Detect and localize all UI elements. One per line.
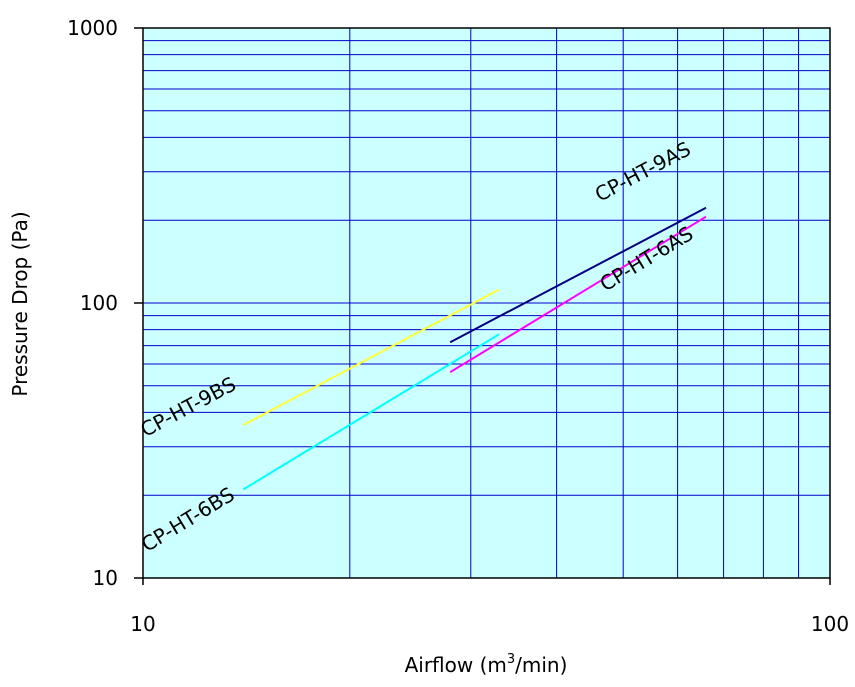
y-tick-label: 10: [93, 566, 118, 590]
series-line-cp-ht-9as: [449, 206, 707, 344]
x-axis-label: Airflow (m3/min): [405, 652, 568, 677]
series-line-cp-ht-9bs: [242, 288, 500, 426]
x-tick-labels: 10 100: [130, 578, 849, 636]
grid: [143, 28, 830, 579]
series-line-cp-ht-6as: [449, 215, 707, 374]
x-tick-label: 10: [130, 612, 155, 636]
y-tick-labels: 10 100 1000: [67, 16, 143, 590]
series-line-cp-ht-6bs: [242, 333, 500, 491]
x-tick-label: 100: [811, 612, 849, 636]
y-tick-label: 1000: [67, 16, 118, 40]
y-tick-label: 100: [80, 291, 118, 315]
y-axis-label: Pressure Drop (Pa): [8, 211, 32, 396]
